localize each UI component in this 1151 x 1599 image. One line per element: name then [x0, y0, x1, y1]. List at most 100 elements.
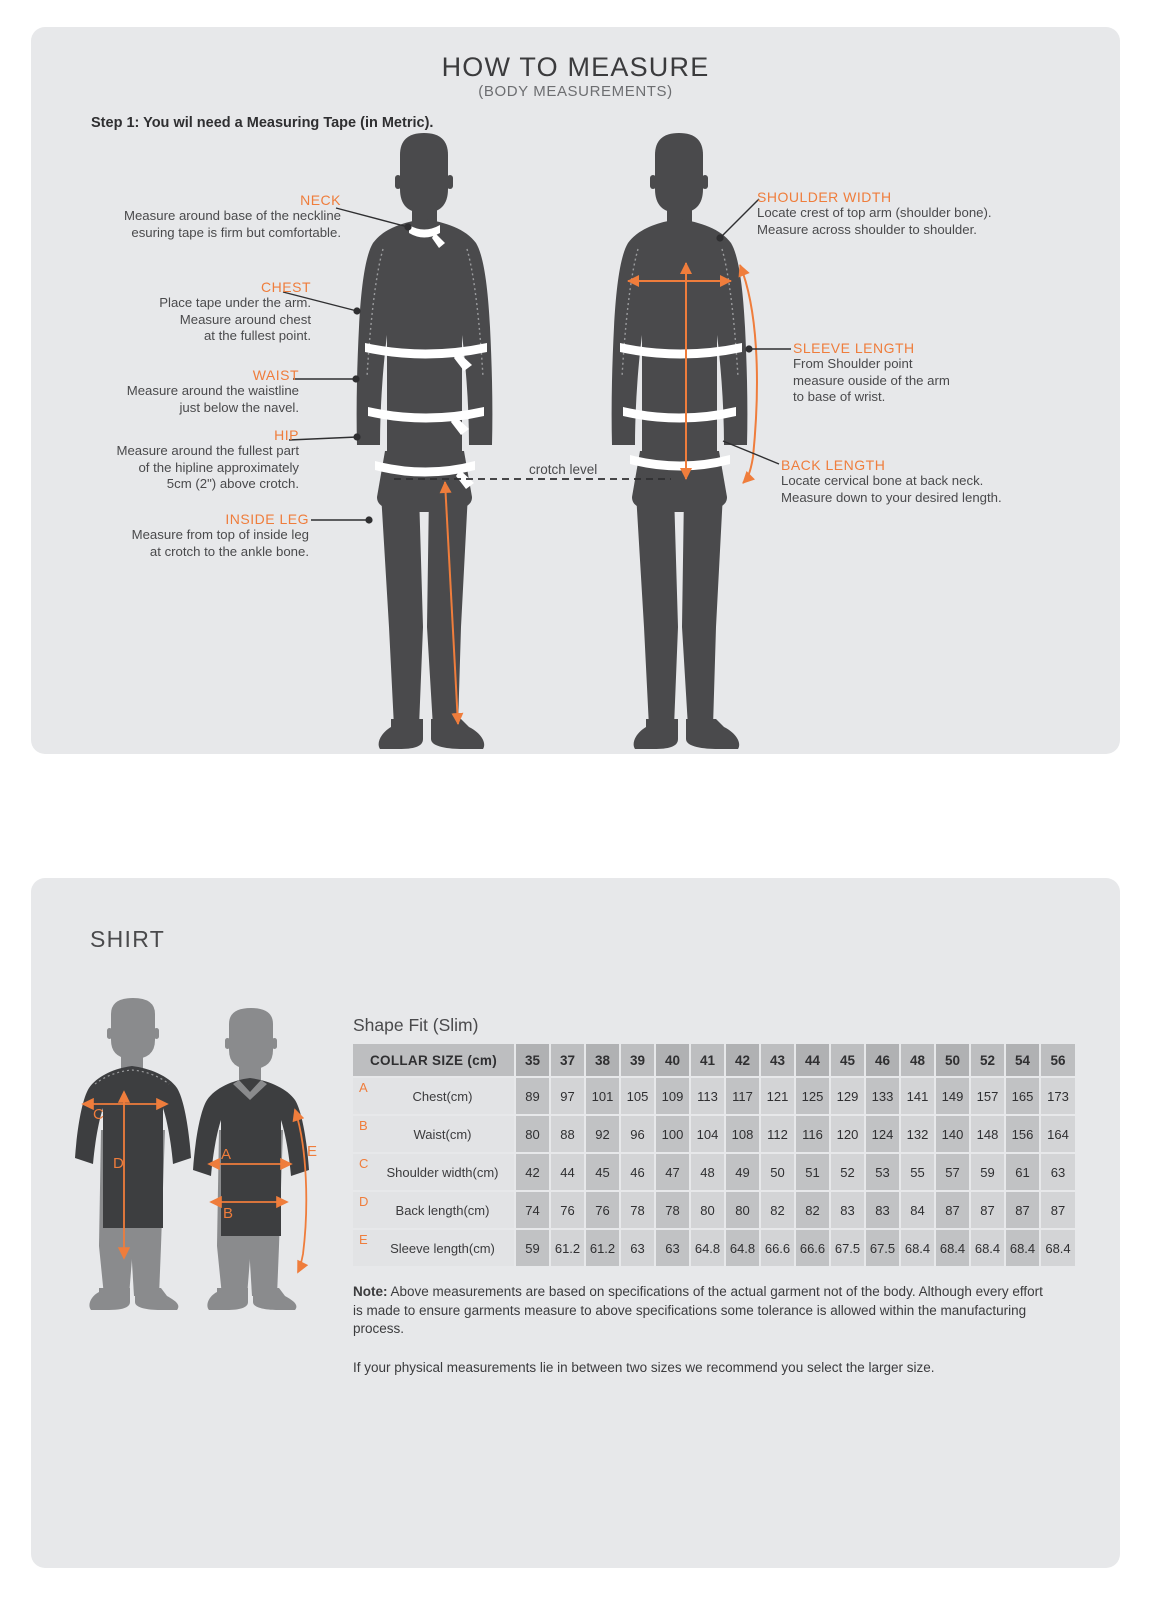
- measurement-value-cell: 74: [514, 1191, 550, 1230]
- measurement-value-cell: 61: [1004, 1153, 1040, 1192]
- measurement-value-cell: 149: [934, 1077, 970, 1116]
- table-row: B Waist(cm) 80 88 92 96 100 104 108 112 116 120 124 1…: [353, 1115, 1075, 1154]
- measurement-value-cell: 57: [934, 1153, 970, 1192]
- measurement-value-cell: 78: [619, 1191, 655, 1230]
- callout-hip: HIP Measure around the fullest part of t…: [49, 427, 299, 493]
- table-row: E Sleeve length(cm) 59 61.2 61.2 63 63 64.8 64.8…: [353, 1229, 1075, 1268]
- row-letter: D: [359, 1194, 369, 1209]
- collar-size-cell: 54: [1004, 1044, 1040, 1078]
- measurement-value-cell: 89: [514, 1077, 550, 1116]
- how-to-measure-panel: HOW TO MEASURE (BODY MEASUREMENTS) Step …: [31, 27, 1120, 754]
- front-body-figure: [356, 133, 493, 749]
- measurement-value-cell: 116: [794, 1115, 830, 1154]
- letter-D: D: [113, 1155, 124, 1172]
- measurement-value-cell: 100: [654, 1115, 690, 1154]
- collar-size-cell: 39: [619, 1044, 655, 1078]
- row-label-text: Waist(cm): [413, 1126, 472, 1142]
- collar-size-header: COLLAR SIZE (cm): [353, 1044, 515, 1078]
- measurement-label-cell: B Waist(cm): [353, 1115, 515, 1154]
- measurement-value-cell: 55: [899, 1153, 935, 1192]
- measurement-value-cell: 140: [934, 1115, 970, 1154]
- measurement-value-cell: 113: [689, 1077, 725, 1116]
- measurement-value-cell: 78: [654, 1191, 690, 1230]
- page-title: HOW TO MEASURE: [441, 52, 710, 82]
- callout-neck: NECK Measure around base of the neckline…: [61, 192, 341, 241]
- measurement-value-cell: 112: [759, 1115, 795, 1154]
- note-paragraph: Note: Above measurements are based on sp…: [353, 1283, 1053, 1339]
- measurement-value-cell: 48: [689, 1153, 725, 1192]
- measurement-value-cell: 61.2: [584, 1229, 620, 1268]
- size-chart-table: COLLAR SIZE (cm) 35 37 38 39 40 41 42 43 44 45 46 4…: [353, 1044, 1075, 1268]
- collar-size-cell: 41: [689, 1044, 725, 1078]
- callout-back-length-body: Locate cervical bone at back neck. Measu…: [781, 473, 1002, 505]
- crotch-level-label: crotch level: [529, 462, 598, 477]
- row-label-text: Sleeve length(cm): [390, 1240, 495, 1256]
- letter-E: E: [307, 1143, 317, 1160]
- measurement-value-cell: 97: [549, 1077, 585, 1116]
- measurement-value-cell: 82: [794, 1191, 830, 1230]
- measurement-value-cell: 80: [724, 1191, 760, 1230]
- collar-size-cell: 50: [934, 1044, 970, 1078]
- callout-neck-body: Measure around base of the neckline esur…: [123, 208, 341, 240]
- measurement-value-cell: 87: [969, 1191, 1005, 1230]
- collar-size-cell: 52: [969, 1044, 1005, 1078]
- collar-size-cell: 38: [584, 1044, 620, 1078]
- callout-back-length: BACK LENGTH Locate cervical bone at back…: [781, 457, 1101, 506]
- measurement-value-cell: 84: [899, 1191, 935, 1230]
- measurement-value-cell: 109: [654, 1077, 690, 1116]
- callout-chest-body: Place tape under the arm. Measure around…: [159, 295, 311, 343]
- callout-waist: WAIST Measure around the waistline just …: [49, 367, 299, 416]
- measurement-label-cell: D Back length(cm): [353, 1191, 515, 1230]
- measurement-value-cell: 104: [689, 1115, 725, 1154]
- measurement-value-cell: 165: [1004, 1077, 1040, 1116]
- measurement-value-cell: 45: [584, 1153, 620, 1192]
- measurement-value-cell: 164: [1039, 1115, 1075, 1154]
- measurement-label-cell: A Chest(cm): [353, 1077, 515, 1116]
- callout-hip-body: Measure around the fullest part of the h…: [116, 443, 299, 491]
- measurement-value-cell: 87: [1039, 1191, 1075, 1230]
- measurement-value-cell: 129: [829, 1077, 865, 1116]
- measurement-value-cell: 68.4: [969, 1229, 1005, 1268]
- measurement-value-cell: 76: [549, 1191, 585, 1230]
- callout-neck-title: NECK: [300, 192, 341, 208]
- measurement-value-cell: 125: [794, 1077, 830, 1116]
- measurement-value-cell: 42: [514, 1153, 550, 1192]
- row-letter: E: [359, 1232, 368, 1247]
- measurement-value-cell: 117: [724, 1077, 760, 1116]
- step-instruction: Step 1: You wil need a Measuring Tape (i…: [91, 115, 434, 131]
- note-label: Note:: [353, 1284, 388, 1299]
- letter-B: B: [223, 1205, 233, 1222]
- measurement-value-cell: 87: [1004, 1191, 1040, 1230]
- callout-waist-body: Measure around the waistline just below …: [126, 383, 299, 415]
- measurement-value-cell: 59: [969, 1153, 1005, 1192]
- measurement-value-cell: 46: [619, 1153, 655, 1192]
- measurement-value-cell: 124: [864, 1115, 900, 1154]
- callout-sleeve-length-title: SLEEVE LENGTH: [793, 340, 915, 356]
- measurement-value-cell: 148: [969, 1115, 1005, 1154]
- measurement-value-cell: 59: [514, 1229, 550, 1268]
- table-body: A Chest(cm) 89 97 101 105 109 113 117 121 125 129 13…: [353, 1077, 1075, 1268]
- measurement-value-cell: 64.8: [724, 1229, 760, 1268]
- letter-C: C: [93, 1106, 104, 1123]
- callout-sleeve-length-body: From Shoulder point measure ouside of th…: [793, 356, 950, 404]
- measurement-value-cell: 53: [864, 1153, 900, 1192]
- measurement-value-cell: 120: [829, 1115, 865, 1154]
- collar-size-cell: 56: [1039, 1044, 1075, 1078]
- shirt-front-figure: A B E: [193, 1008, 317, 1310]
- collar-size-cell: 40: [654, 1044, 690, 1078]
- collar-size-cell: 42: [724, 1044, 760, 1078]
- measurement-value-cell: 44: [549, 1153, 585, 1192]
- measurement-value-cell: 83: [864, 1191, 900, 1230]
- collar-size-cell: 45: [829, 1044, 865, 1078]
- shirt-section-title: SHIRT: [90, 926, 166, 952]
- measurement-label-cell: E Sleeve length(cm): [353, 1229, 515, 1268]
- note-second-paragraph: If your physical measurements lie in bet…: [353, 1359, 935, 1375]
- collar-size-cell: 43: [759, 1044, 795, 1078]
- measurement-value-cell: 61.2: [549, 1229, 585, 1268]
- collar-size-cell: 37: [549, 1044, 585, 1078]
- callout-chest-title: CHEST: [261, 279, 311, 295]
- callout-inside-leg-title: INSIDE LEG: [225, 511, 309, 527]
- measurement-value-cell: 157: [969, 1077, 1005, 1116]
- measurement-value-cell: 68.4: [899, 1229, 935, 1268]
